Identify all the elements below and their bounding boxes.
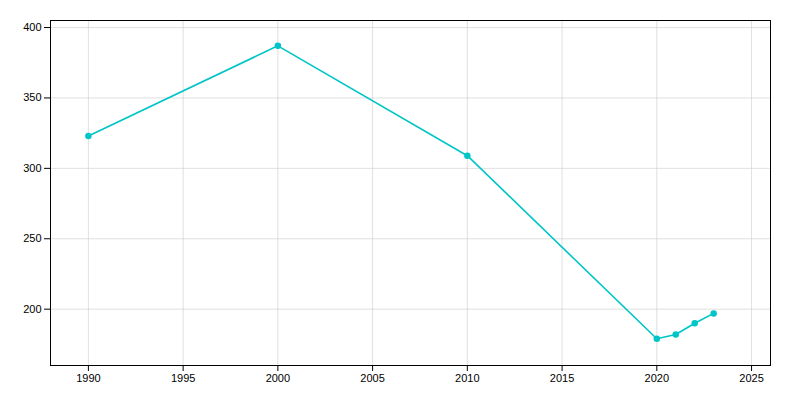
svg-text:1990: 1990: [76, 372, 100, 384]
svg-text:1995: 1995: [171, 372, 195, 384]
svg-text:2025: 2025: [739, 372, 763, 384]
svg-text:2005: 2005: [360, 372, 384, 384]
svg-text:350: 350: [23, 91, 41, 103]
svg-text:2010: 2010: [455, 372, 479, 384]
svg-text:2000: 2000: [266, 372, 290, 384]
svg-text:2015: 2015: [550, 372, 574, 384]
svg-text:200: 200: [23, 303, 41, 315]
svg-text:250: 250: [23, 232, 41, 244]
svg-text:2020: 2020: [645, 372, 669, 384]
svg-text:300: 300: [23, 162, 41, 174]
svg-text:400: 400: [23, 21, 41, 33]
